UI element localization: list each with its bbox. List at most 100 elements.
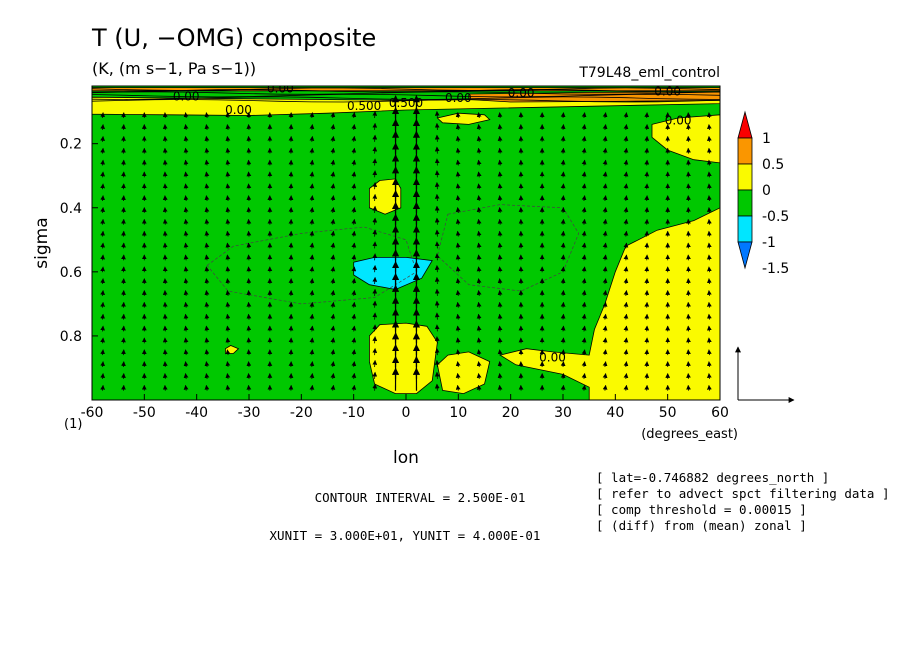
wind-vector bbox=[225, 183, 231, 190]
wind-vector bbox=[204, 112, 210, 119]
wind-vector bbox=[351, 242, 357, 249]
wind-vector bbox=[434, 182, 440, 190]
wind-vector bbox=[581, 171, 587, 178]
wind-vector bbox=[100, 230, 106, 237]
wind-vector bbox=[309, 349, 315, 356]
colorbar-bin bbox=[737, 241, 753, 270]
wind-vector bbox=[455, 124, 461, 130]
wind-vector bbox=[706, 242, 712, 249]
wind-vector bbox=[309, 278, 315, 285]
wind-vector bbox=[351, 361, 357, 368]
info-note-1: [ lat=-0.746882 degrees_north ] bbox=[596, 470, 829, 485]
wind-vector bbox=[183, 135, 189, 142]
wind-vector bbox=[581, 242, 587, 249]
wind-vector bbox=[455, 313, 461, 320]
wind-vector bbox=[497, 361, 503, 368]
contour-upper-line bbox=[92, 99, 720, 103]
wind-vector bbox=[497, 135, 503, 142]
contour-upper-line bbox=[92, 93, 720, 98]
wind-vector bbox=[100, 159, 106, 166]
wind-vector bbox=[706, 171, 712, 178]
wind-vector bbox=[372, 122, 378, 130]
wind-vector bbox=[309, 242, 315, 249]
wind-vector bbox=[183, 124, 189, 130]
wind-vector bbox=[455, 349, 461, 356]
wind-vector bbox=[497, 266, 503, 273]
wind-vector bbox=[183, 278, 189, 285]
wind-vector bbox=[455, 254, 461, 261]
wind-vector bbox=[602, 325, 608, 332]
wind-vector bbox=[372, 265, 378, 273]
wind-vector bbox=[372, 170, 378, 178]
wind-vector bbox=[455, 147, 461, 154]
wind-vector bbox=[225, 135, 231, 142]
wind-vector bbox=[623, 159, 629, 166]
wind-vector bbox=[309, 301, 315, 308]
contour-label: 0.00 bbox=[225, 103, 252, 117]
wind-vector bbox=[560, 207, 566, 213]
wind-vector bbox=[455, 325, 461, 332]
wind-vector bbox=[476, 384, 482, 391]
y-tick-label: 0.2 bbox=[60, 137, 82, 153]
wind-vector bbox=[204, 266, 210, 273]
wind-vector bbox=[246, 337, 252, 344]
wind-vector bbox=[560, 313, 566, 320]
wind-vector bbox=[602, 290, 608, 296]
wind-vector bbox=[455, 207, 461, 213]
wind-vector bbox=[602, 278, 608, 285]
wind-vector bbox=[560, 384, 566, 391]
x-tick-label: 60 bbox=[711, 405, 729, 421]
wind-vector bbox=[497, 159, 503, 166]
wind-vector bbox=[476, 171, 482, 178]
wind-vector bbox=[476, 230, 482, 237]
x-tick-label: 30 bbox=[554, 405, 572, 421]
wind-vector bbox=[204, 301, 210, 308]
wind-vector bbox=[581, 384, 587, 391]
wind-vector bbox=[225, 290, 231, 296]
wind-vector bbox=[497, 195, 503, 202]
info-note-2: [ refer to advect spct filtering data ] bbox=[596, 486, 890, 501]
wind-vector bbox=[476, 183, 482, 190]
wind-vector bbox=[100, 135, 106, 142]
wind-vector bbox=[497, 230, 503, 237]
wind-vector bbox=[100, 207, 106, 213]
wind-vector bbox=[476, 112, 482, 119]
wind-vector bbox=[560, 147, 566, 154]
wind-vector bbox=[330, 147, 336, 154]
wind-vector bbox=[309, 207, 315, 213]
wind-vector bbox=[225, 171, 231, 178]
y-tick-label: 0.4 bbox=[60, 201, 82, 217]
wind-vector bbox=[560, 349, 566, 356]
wind-vector bbox=[183, 195, 189, 202]
wind-vector bbox=[204, 230, 210, 237]
wind-vector bbox=[706, 207, 712, 213]
wind-vector bbox=[309, 124, 315, 130]
wind-vector bbox=[560, 301, 566, 308]
wind-vector bbox=[455, 112, 461, 119]
wind-vector bbox=[225, 195, 231, 202]
wind-vector bbox=[100, 337, 106, 344]
wind-vector bbox=[330, 218, 336, 225]
wind-vector bbox=[602, 384, 608, 391]
wind-vector bbox=[372, 229, 378, 237]
wind-vector bbox=[602, 266, 608, 273]
wind-vector bbox=[497, 384, 503, 391]
wind-vector bbox=[183, 171, 189, 178]
wind-vector bbox=[581, 325, 587, 332]
wind-vector bbox=[476, 254, 482, 261]
wind-vector bbox=[581, 230, 587, 237]
wind-vector bbox=[434, 336, 440, 344]
wind-vector bbox=[204, 254, 210, 261]
wind-vector bbox=[225, 337, 231, 344]
wind-vector bbox=[225, 159, 231, 166]
wind-vector bbox=[434, 288, 440, 296]
wind-vector bbox=[372, 276, 378, 285]
wind-vector bbox=[497, 278, 503, 285]
wind-vector bbox=[372, 312, 378, 320]
wind-vector bbox=[706, 230, 712, 237]
wind-vector bbox=[351, 372, 357, 379]
wind-vector bbox=[623, 254, 629, 261]
wind-vector bbox=[560, 242, 566, 249]
contour-lines: 0.00 0.00 0.00 0.500 0.500 0.00 0.00 0.00 0.00 0.… bbox=[92, 86, 720, 365]
